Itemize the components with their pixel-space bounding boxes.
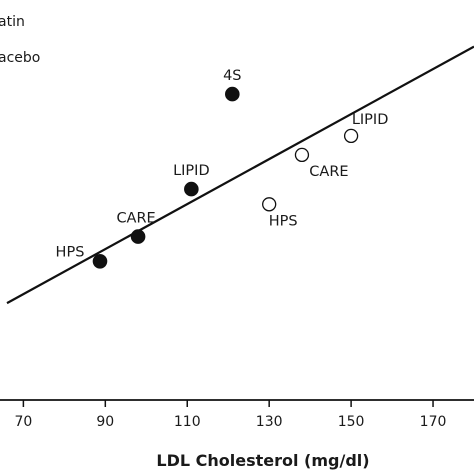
x-tick-label: 110 — [174, 414, 201, 430]
point-label-4s: 4S — [223, 68, 241, 84]
filled-point-4s — [225, 86, 240, 102]
filled-point-care — [130, 229, 146, 244]
point-label-hps: HPS — [269, 213, 298, 229]
point-label-care: CARE — [116, 211, 155, 227]
point-label-lipid: LIPID — [352, 112, 389, 128]
x-tick-label: 90 — [96, 414, 114, 430]
x-tick-label: 130 — [256, 414, 283, 430]
legend-entry-placebo: acebo — [0, 50, 40, 66]
point-label-lipid: LIPID — [173, 163, 210, 179]
open-point-lipid — [343, 128, 359, 144]
data-points: HPS CARE LIPID 4S HPS CARE LIPID — [56, 68, 389, 269]
x-tick-label: 150 — [338, 414, 365, 430]
filled-point-lipid — [184, 181, 199, 197]
x-axis-ticks: 70 90 110 130 150 170 — [14, 400, 446, 430]
legend: atin acebo — [0, 14, 40, 66]
open-point-care — [294, 147, 310, 163]
open-point-hps — [262, 197, 277, 212]
filled-point-hps — [92, 253, 108, 269]
x-axis-title: LDL Cholesterol (mg/dl) — [156, 451, 369, 470]
point-label-hps: HPS — [56, 244, 85, 260]
trend-line — [6, 45, 474, 305]
legend-entry-statin: atin — [0, 14, 25, 30]
x-tick-label: 170 — [420, 414, 447, 430]
x-tick-label: 70 — [14, 414, 32, 430]
point-label-care: CARE — [309, 164, 348, 180]
